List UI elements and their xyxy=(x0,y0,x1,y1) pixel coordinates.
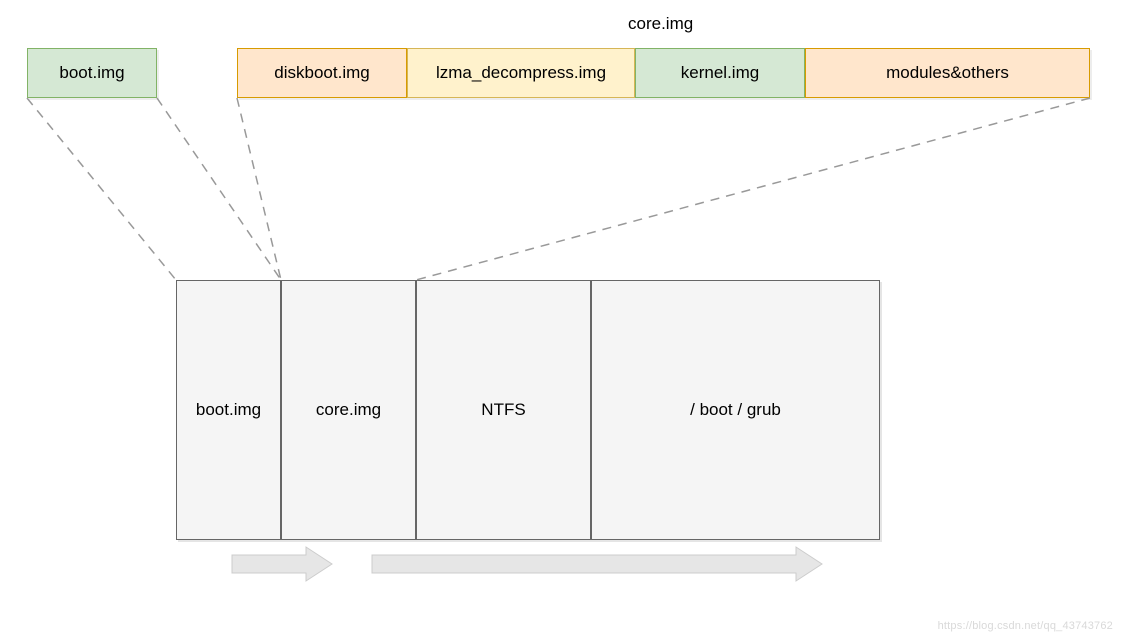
top-box-lzma: lzma_decompress.img xyxy=(407,48,635,98)
dash-line-0 xyxy=(27,98,176,280)
disk-box-d-ntfs: NTFS xyxy=(416,280,591,540)
flow-arrow-0 xyxy=(232,547,332,581)
disk-box-d-core: core.img xyxy=(281,280,416,540)
dash-line-3 xyxy=(416,98,1090,280)
dash-line-2 xyxy=(237,98,281,280)
disk-box-d-boot: boot.img xyxy=(176,280,281,540)
flow-arrows xyxy=(232,547,822,581)
coreimg-title: core.img xyxy=(628,14,693,34)
dash-line-1 xyxy=(157,98,281,280)
top-box-kernel: kernel.img xyxy=(635,48,805,98)
disk-box-d-grub: / boot / grub xyxy=(591,280,880,540)
watermark: https://blog.csdn.net/qq_43743762 xyxy=(938,620,1113,632)
flow-arrow-1 xyxy=(372,547,822,581)
top-box-boot: boot.img xyxy=(27,48,157,98)
top-box-mods: modules&others xyxy=(805,48,1090,98)
top-box-disk: diskboot.img xyxy=(237,48,407,98)
dashed-connectors xyxy=(27,98,1090,280)
